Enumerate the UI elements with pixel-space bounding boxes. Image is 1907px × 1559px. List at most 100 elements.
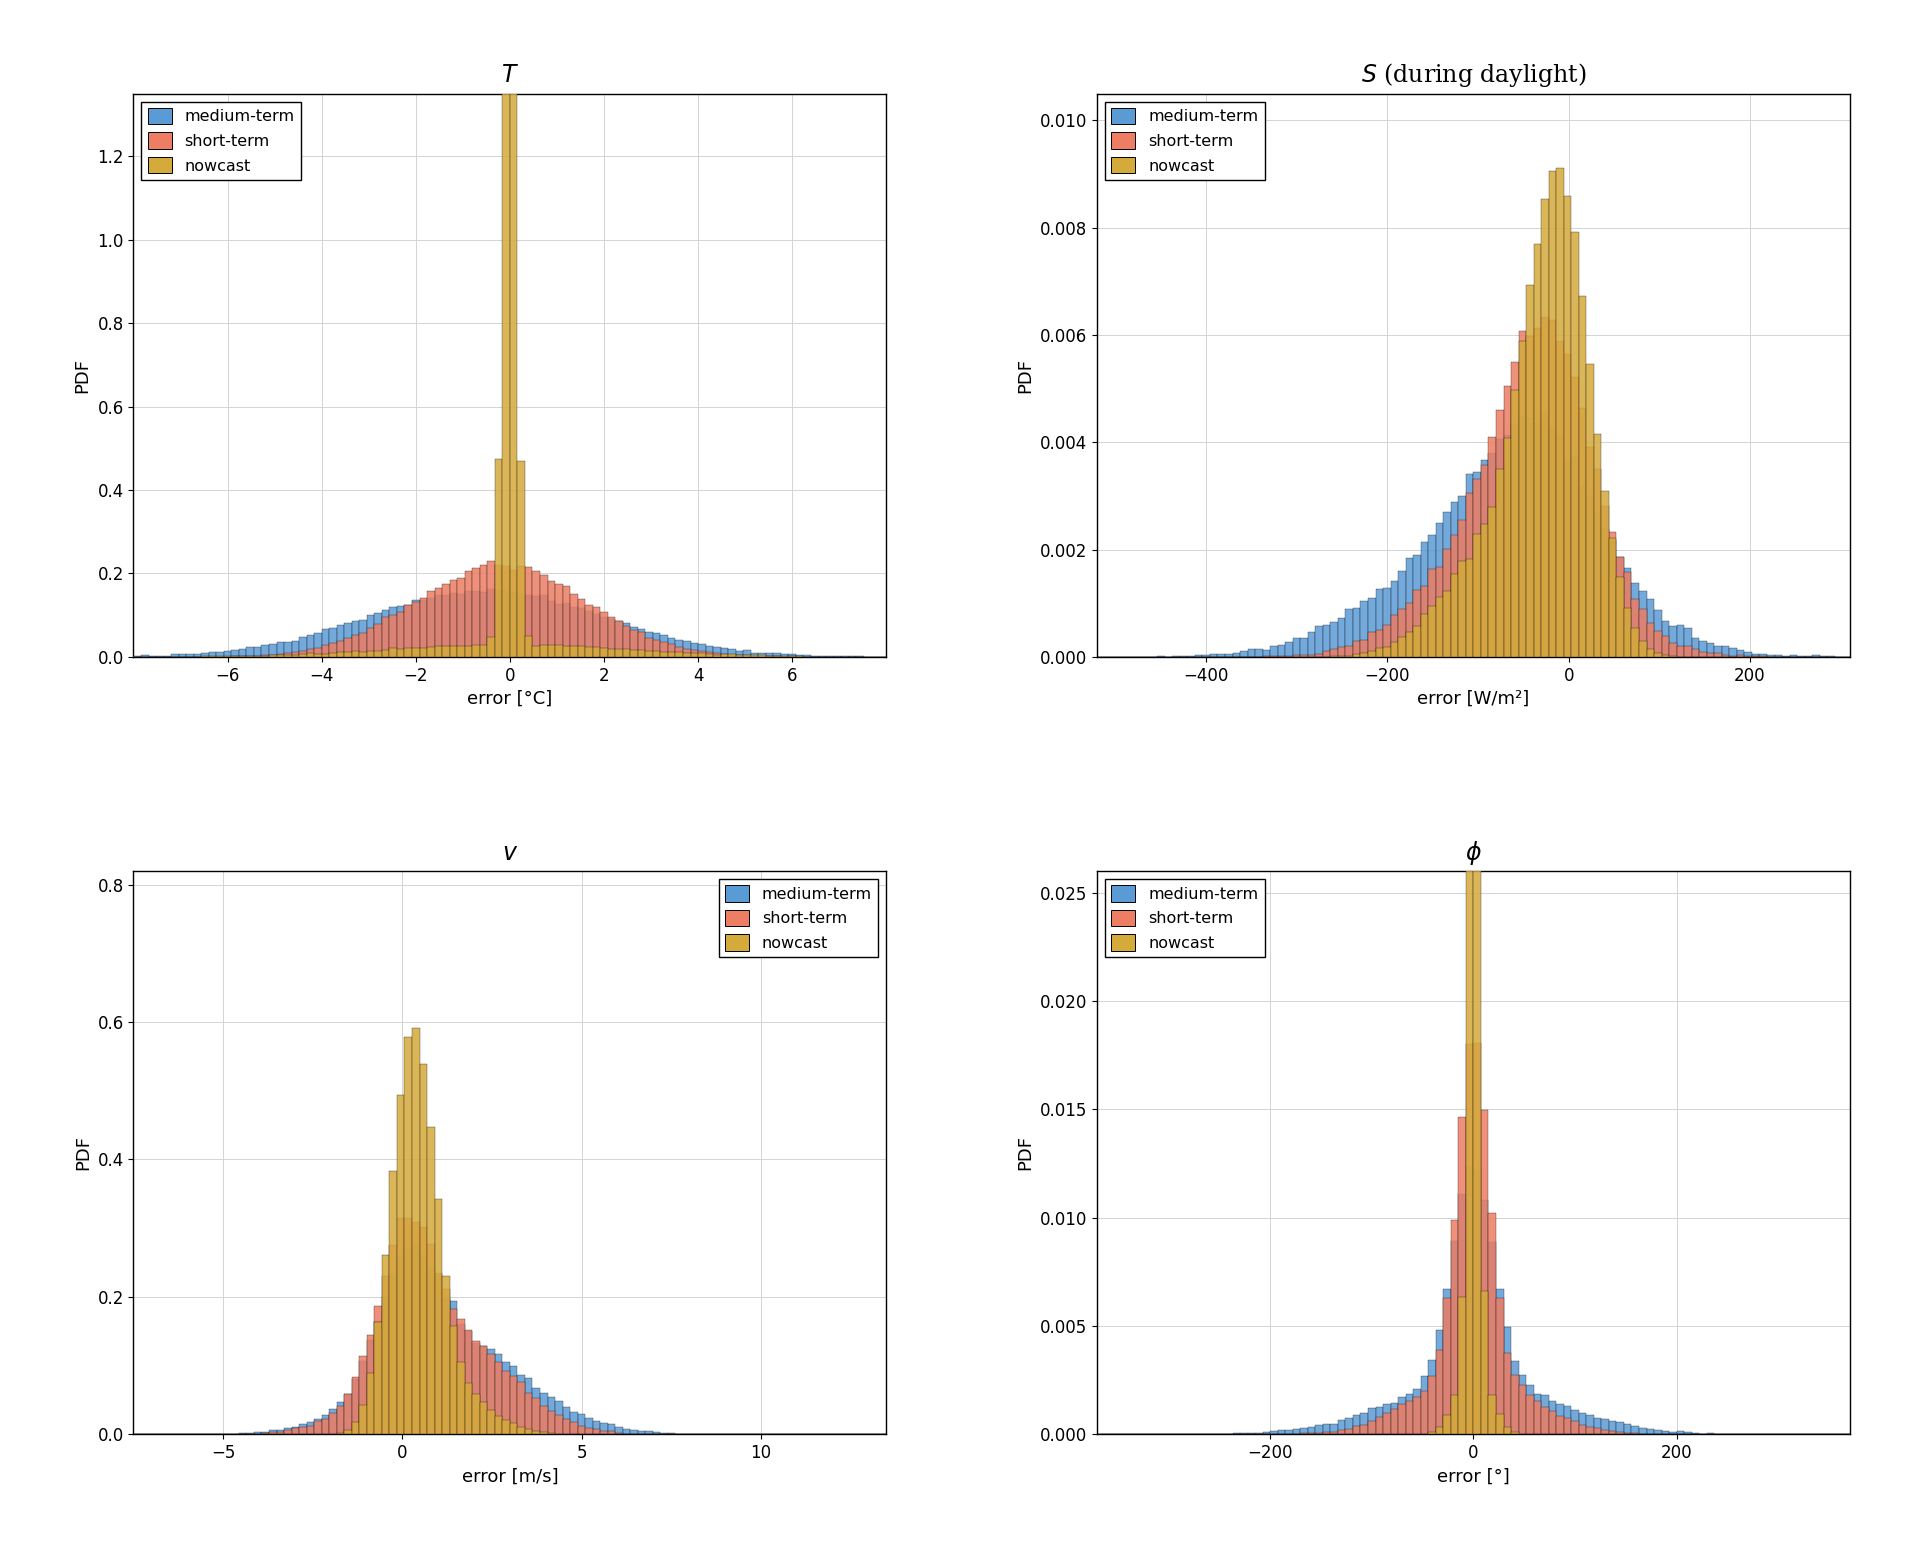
Bar: [524, 1430, 532, 1434]
Bar: [1293, 655, 1301, 656]
Bar: [277, 1430, 284, 1434]
Bar: [1587, 447, 1594, 656]
Bar: [601, 1431, 608, 1434]
Bar: [1587, 365, 1594, 656]
Bar: [1383, 647, 1390, 656]
Bar: [458, 645, 465, 656]
Bar: [563, 645, 570, 656]
Bar: [744, 650, 751, 656]
Bar: [381, 1297, 389, 1434]
Bar: [1489, 1213, 1495, 1434]
Bar: [1444, 1416, 1451, 1434]
Bar: [637, 1431, 645, 1434]
Bar: [1579, 296, 1587, 656]
Bar: [1737, 650, 1745, 656]
Bar: [1301, 1428, 1308, 1434]
Bar: [517, 566, 524, 656]
Bar: [1323, 1423, 1331, 1434]
Bar: [637, 628, 645, 656]
Bar: [1510, 1361, 1518, 1434]
Bar: [1428, 1433, 1436, 1434]
Bar: [215, 652, 223, 656]
Bar: [284, 655, 292, 656]
Bar: [1556, 168, 1564, 656]
Bar: [1638, 1428, 1646, 1434]
Bar: [261, 655, 269, 656]
Bar: [381, 1277, 389, 1434]
Bar: [637, 631, 645, 656]
Bar: [540, 575, 547, 656]
Bar: [269, 1431, 277, 1434]
Bar: [1753, 655, 1760, 656]
Bar: [1548, 171, 1556, 656]
Bar: [322, 645, 330, 656]
Bar: [389, 614, 397, 656]
Bar: [532, 571, 540, 656]
Bar: [494, 589, 502, 656]
Bar: [345, 638, 351, 656]
Bar: [1466, 493, 1474, 656]
Bar: [435, 1199, 442, 1434]
Bar: [269, 655, 277, 656]
Bar: [345, 652, 351, 656]
Bar: [1564, 1419, 1571, 1434]
Bar: [645, 1431, 652, 1434]
Bar: [488, 1349, 494, 1434]
Bar: [524, 567, 532, 656]
Bar: [351, 1377, 359, 1434]
Bar: [1352, 608, 1360, 656]
Bar: [292, 652, 299, 656]
Bar: [481, 564, 488, 656]
Bar: [751, 653, 759, 656]
Bar: [547, 602, 555, 656]
Bar: [1451, 574, 1459, 656]
Bar: [1495, 1299, 1503, 1434]
Bar: [494, 1363, 502, 1434]
Bar: [450, 1302, 458, 1434]
Bar: [494, 1416, 502, 1434]
Bar: [608, 617, 616, 656]
Bar: [585, 611, 593, 656]
Bar: [359, 1361, 366, 1434]
Bar: [547, 580, 555, 656]
Bar: [1444, 513, 1451, 656]
Bar: [223, 652, 231, 656]
Bar: [1489, 1243, 1495, 1434]
Bar: [1367, 652, 1375, 656]
Bar: [254, 647, 261, 656]
Bar: [1661, 1431, 1669, 1434]
Bar: [1661, 620, 1669, 656]
Bar: [322, 1416, 330, 1434]
Bar: [404, 649, 412, 656]
Bar: [1564, 460, 1571, 656]
Bar: [1526, 1386, 1533, 1434]
Bar: [351, 636, 359, 656]
Bar: [1474, 480, 1482, 656]
Bar: [683, 641, 690, 656]
Bar: [397, 649, 404, 656]
Bar: [1714, 645, 1722, 656]
Bar: [1684, 1433, 1692, 1434]
Bar: [713, 655, 721, 656]
Bar: [570, 645, 578, 656]
Bar: [585, 605, 593, 656]
Bar: [524, 596, 532, 656]
Bar: [1587, 497, 1594, 656]
Bar: [1270, 1431, 1278, 1434]
Bar: [637, 650, 645, 656]
Bar: [601, 1423, 608, 1434]
Bar: [1714, 653, 1722, 656]
Bar: [540, 1394, 547, 1434]
Bar: [1316, 1425, 1323, 1434]
Bar: [307, 635, 315, 656]
Bar: [713, 647, 721, 656]
Bar: [1383, 588, 1390, 656]
Bar: [1390, 1409, 1398, 1434]
Bar: [420, 600, 427, 656]
Bar: [608, 1423, 616, 1434]
Bar: [624, 1428, 631, 1434]
Bar: [706, 653, 713, 656]
Bar: [1466, 1043, 1474, 1434]
Bar: [450, 580, 458, 656]
Bar: [1646, 622, 1653, 656]
